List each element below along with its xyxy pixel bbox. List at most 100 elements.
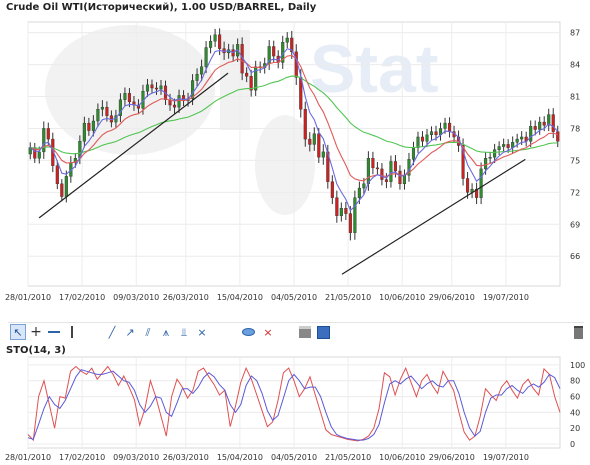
stochastic-x-tick: 29/06/2010: [429, 453, 475, 462]
price-x-axis: 28/01/2010 17/02/2010 09/03/2010 26/03/2010…: [5, 293, 529, 302]
price-y-tick: 75: [570, 156, 580, 165]
fibonacci-fan-tool-button[interactable]: ⩚: [158, 324, 174, 340]
candle-body: [249, 76, 253, 91]
candle-body: [308, 138, 312, 145]
candle-body: [542, 121, 546, 126]
stochastic-x-tick: 17/02/2010: [59, 453, 105, 462]
candle-body: [42, 128, 46, 153]
watermark: [45, 25, 315, 215]
delete-x-icon: ×: [263, 325, 273, 339]
crosshair-icon: +: [30, 324, 42, 340]
candle-body: [380, 168, 384, 180]
price-y-tick: 81: [570, 93, 580, 102]
price-x-tick: 29/06/2010: [429, 293, 475, 302]
candle-body: [488, 156, 492, 159]
candle-body: [96, 109, 100, 122]
candle-body: [177, 95, 181, 108]
candle-body: [493, 149, 497, 158]
candle-body: [384, 179, 388, 182]
candle-body: [443, 122, 447, 129]
ellipse-tool-button[interactable]: [240, 324, 256, 340]
trash-button[interactable]: [570, 324, 586, 340]
candle-body: [556, 131, 560, 142]
ma-mid-line: [30, 54, 558, 182]
stochastic-x-tick: 28/01/2010: [5, 453, 51, 462]
price-x-tick: 15/04/2010: [217, 293, 263, 302]
candle-body: [154, 87, 159, 90]
chart-title: Crude Oil WTI(Исторический), 1.00 USD/BA…: [6, 2, 317, 13]
gann-fan-icon: ⫫: [180, 325, 188, 339]
candle-body: [91, 120, 95, 131]
candle-body: [204, 47, 208, 67]
candle-body: [100, 106, 104, 110]
stochastic-y-axis: 0 20 40 60 80 100: [570, 361, 585, 449]
candle-body: [191, 80, 195, 99]
candle-body: [466, 178, 470, 193]
candle-body: [434, 131, 438, 136]
vertical-line-tool-button[interactable]: [64, 324, 80, 340]
candle-body: [475, 188, 479, 198]
candle-body: [123, 93, 127, 100]
fan-lines-icon: ⩚: [162, 325, 170, 339]
candle-body: [127, 93, 131, 103]
price-x-tick: 10/06/2010: [379, 293, 425, 302]
candle-body: [344, 208, 348, 214]
stochastic-d-line: [27, 369, 561, 441]
candle-body: [213, 34, 217, 42]
ray-tool-button[interactable]: ↗: [122, 324, 138, 340]
candle-body: [46, 128, 50, 140]
candle-body: [145, 84, 150, 92]
stochastic-title: STO(14, 3): [6, 345, 66, 356]
candle-body: [398, 170, 402, 185]
stochastic-y-tick: 60: [570, 393, 580, 402]
channel-icon: ⫽: [145, 325, 151, 339]
candle-body: [547, 114, 551, 126]
crosshair-tool-button[interactable]: +: [28, 324, 44, 340]
price-x-tick: 17/02/2010: [59, 293, 105, 302]
trend-line[interactable]: [341, 158, 526, 275]
ma-fast-line: [29, 48, 559, 212]
trend-line-tool-button[interactable]: ╱: [104, 324, 120, 340]
stochastic-x-tick: 15/04/2010: [217, 453, 263, 462]
stochastic-x-tick: 09/03/2010: [113, 453, 159, 462]
price-x-tick: 28/01/2010: [5, 293, 51, 302]
candle-body: [429, 131, 434, 136]
candle-body: [461, 145, 465, 179]
stochastic-grid: [27, 356, 561, 449]
price-y-tick: 84: [570, 61, 580, 70]
horizontal-line-tool-button[interactable]: [46, 324, 62, 340]
stochastic-x-tick: 04/05/2010: [271, 453, 317, 462]
stochastic-x-tick: 21/05/2010: [325, 453, 371, 462]
drawing-toolbar: ↖ + ╱ ↗ ⫽ ⩚ ⫫ ⨯ ×: [8, 322, 584, 341]
price-y-tick: 66: [570, 252, 580, 261]
gann-fan-tool-button[interactable]: ⫫: [176, 324, 192, 340]
candle-body: [425, 134, 429, 142]
candle-body: [416, 136, 420, 148]
candle-body: [371, 158, 375, 169]
ray-icon: ↗: [125, 325, 135, 339]
price-y-tick: 87: [570, 29, 580, 38]
save-button[interactable]: [315, 324, 331, 340]
pointer-tool-button[interactable]: ↖: [10, 324, 26, 340]
candle-body: [254, 66, 258, 91]
watermark-text: Stat: [310, 31, 438, 107]
candle-body: [28, 147, 32, 155]
print-button[interactable]: [297, 324, 313, 340]
candle-body: [136, 104, 141, 109]
candle-body: [389, 161, 393, 182]
price-x-tick: 09/03/2010: [113, 293, 159, 302]
candle-body: [362, 183, 366, 189]
channel-tool-button[interactable]: ⫽: [140, 324, 156, 340]
candle-body: [348, 213, 352, 233]
candle-body: [150, 84, 154, 89]
stochastic-y-tick: 40: [570, 408, 580, 417]
candle-body: [245, 72, 249, 77]
candle-body: [172, 104, 177, 108]
trend-lines: [38, 72, 526, 275]
trend-line[interactable]: [38, 72, 229, 219]
candle-body: [200, 66, 204, 75]
stochastic-x-tick: 26/03/2010: [163, 453, 209, 462]
candle-body: [87, 122, 91, 131]
andrews-pitchfork-tool-button[interactable]: ⨯: [194, 324, 210, 340]
delete-drawing-button[interactable]: ×: [260, 324, 276, 340]
